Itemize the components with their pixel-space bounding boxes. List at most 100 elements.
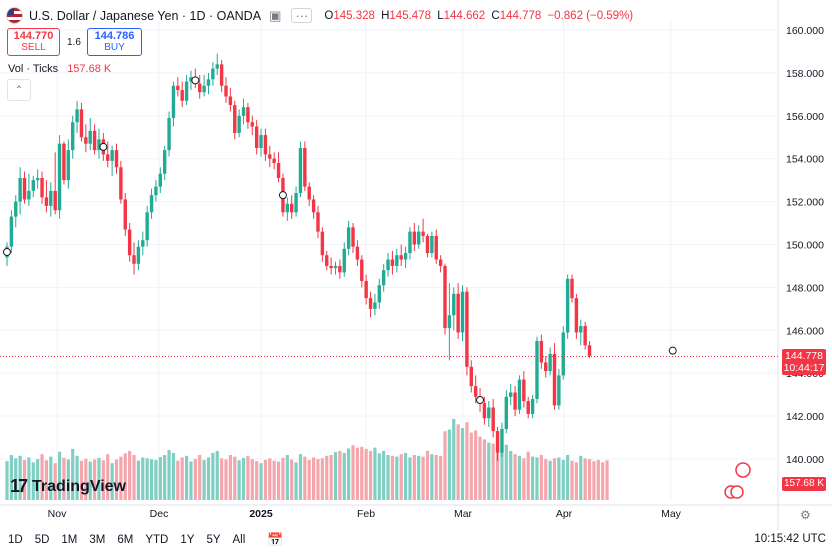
chevron-up-icon[interactable]: ⌃ — [7, 79, 31, 101]
candle-body — [136, 246, 141, 264]
timeframe-all[interactable]: All — [232, 534, 246, 546]
timeframe-1d[interactable]: 1D — [8, 534, 23, 546]
bottom-toolbar: 1D 5D 1M 3M 6M YTD 1Y 5Y All 📅 10:15:42 … — [0, 530, 832, 550]
candle-body — [49, 190, 53, 206]
candle-body — [268, 154, 272, 159]
candle-body — [254, 126, 259, 148]
y-tick-label: 156.000 — [786, 111, 824, 123]
candle-body — [579, 326, 583, 333]
volume-bar — [303, 456, 307, 500]
us-flag-icon — [6, 7, 23, 24]
volume-bar — [145, 458, 149, 500]
timeframe-ytd[interactable]: YTD — [145, 534, 169, 546]
candle-body — [44, 197, 49, 206]
x-tick-label: Feb — [357, 508, 375, 520]
timeframe-5y[interactable]: 5Y — [206, 534, 221, 546]
volume-bar — [27, 457, 31, 500]
candle-body — [127, 229, 132, 256]
volume-bar — [408, 457, 412, 500]
candle-body — [219, 64, 224, 86]
timeframe-5d[interactable]: 5D — [34, 534, 50, 546]
timeframe-1y[interactable]: 1Y — [180, 534, 195, 546]
volume-bar — [517, 455, 522, 500]
volume-bar — [557, 457, 561, 500]
volume-bar — [128, 450, 132, 500]
candle-body — [119, 167, 123, 200]
clock[interactable]: 10:15:42 UTC — [754, 533, 826, 545]
buy-button[interactable]: 144.786 BUY — [87, 28, 142, 56]
open-key: O — [324, 9, 334, 22]
volume-bar — [329, 455, 333, 500]
candle-body — [106, 154, 110, 161]
volume-bar — [62, 457, 66, 500]
candle-body — [18, 178, 22, 202]
hide-icon[interactable]: ▣ — [269, 7, 282, 23]
event-marker — [668, 346, 677, 355]
volume-tag: 157.68 K — [782, 477, 826, 491]
volume-bar — [447, 429, 451, 500]
candle-body — [97, 139, 101, 151]
sell-button[interactable]: 144.770 SELL — [7, 28, 60, 56]
candle-body — [333, 265, 338, 269]
candle-body — [403, 253, 408, 260]
volume-bar — [561, 459, 565, 500]
candle-body — [294, 193, 298, 213]
candle-body — [425, 235, 430, 254]
candle-body — [246, 107, 250, 123]
candle-body — [386, 259, 390, 271]
volume-bar — [290, 459, 294, 500]
candle-body — [202, 85, 206, 93]
timeframe-3m[interactable]: 3M — [89, 534, 106, 546]
candle-body — [57, 143, 62, 211]
symbol-title[interactable]: U.S. Dollar / Japanese Yen · 1D · OANDA — [29, 8, 262, 23]
volume-legend[interactable]: Vol · Ticks 157.68 K — [8, 63, 111, 75]
candle-body — [66, 150, 71, 181]
timeframe-1m[interactable]: 1M — [61, 534, 78, 546]
volume-bar — [268, 458, 272, 500]
candle-body — [544, 362, 548, 372]
event-badge — [730, 485, 744, 499]
volume-bar — [434, 455, 438, 500]
candle-body — [132, 255, 136, 264]
volume-value: 157.68 K — [67, 63, 112, 75]
volume-bar — [106, 454, 110, 500]
calendar-range-icon[interactable]: 📅 — [267, 532, 284, 547]
volume-bar — [193, 459, 197, 500]
candle-body — [176, 85, 180, 91]
volume-bar — [491, 443, 495, 500]
candle-body — [276, 162, 281, 179]
candle-body — [9, 216, 14, 247]
volume-bar — [88, 461, 92, 500]
candle-body — [75, 109, 79, 123]
y-tick-label: 152.000 — [786, 197, 824, 209]
volume-bar — [544, 459, 548, 500]
sell-label: SELL — [21, 42, 46, 53]
candle-body — [500, 428, 504, 453]
candle-body — [92, 130, 97, 151]
candle-body — [473, 386, 478, 397]
candle-body — [123, 199, 127, 230]
candle-body — [465, 291, 469, 367]
settings-icon[interactable]: ⚙ — [800, 508, 811, 522]
volume-bar — [596, 459, 600, 500]
volume-bar — [583, 458, 587, 500]
volume-bar — [474, 430, 478, 500]
candle-body — [530, 398, 535, 414]
volume-bar — [566, 455, 570, 500]
volume-bar — [399, 454, 403, 500]
volume-bar — [552, 458, 557, 500]
candle-body — [27, 190, 31, 200]
volume-bar — [316, 459, 320, 500]
timeframe-6m[interactable]: 6M — [117, 534, 134, 546]
candle-body — [399, 255, 403, 260]
candle-body — [88, 130, 92, 144]
candle-body — [298, 147, 303, 194]
volume-bar — [176, 460, 180, 500]
volume-bar — [97, 457, 101, 500]
more-icon[interactable]: ··· — [291, 8, 313, 23]
candle-body — [565, 278, 570, 333]
candle-body — [14, 201, 18, 217]
volume-bar — [360, 446, 364, 500]
